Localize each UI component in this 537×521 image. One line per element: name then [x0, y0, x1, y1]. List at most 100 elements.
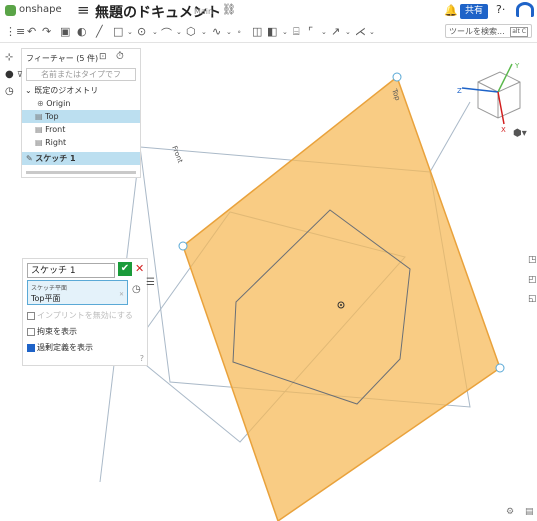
feature-item-label: スケッチ 1 — [35, 154, 76, 163]
view-cube[interactable]: Y Z X — [457, 62, 521, 134]
onshape-logo-icon[interactable] — [5, 5, 16, 16]
redo-icon[interactable]: ↷ — [42, 25, 52, 38]
clear-selection-icon[interactable]: ✕ — [118, 291, 124, 298]
new-sketch-icon[interactable]: ▣ — [60, 25, 71, 38]
shortcut-badge: alt C — [510, 27, 528, 37]
left-rail: ⊹ ● ◷ — [0, 42, 20, 122]
view-panel-icon[interactable]: ▤ — [525, 507, 534, 517]
chevron-down-icon[interactable]: ⌄ — [152, 28, 158, 36]
assembly-icon[interactable]: ◰ — [528, 275, 537, 285]
disable-imprint-checkbox[interactable]: インプリントを無効にする — [27, 310, 133, 321]
construction-tool-icon[interactable]: ◫ — [252, 25, 263, 38]
plane-handle — [495, 363, 505, 373]
option-label: 過剰定義を表示 — [37, 343, 93, 352]
settings-icon[interactable]: ⚙ — [506, 507, 515, 517]
plane-icon: ▤ — [35, 112, 43, 121]
trim-tool-icon[interactable]: ↗ — [331, 25, 341, 38]
feature-item-label: Top — [45, 112, 59, 121]
sketch-plane-field[interactable]: スケッチ平面 Top平面 ✕ — [27, 280, 128, 305]
checkbox-icon[interactable] — [27, 327, 35, 336]
accept-checkmark-icon[interactable]: ✔ — [118, 262, 132, 276]
polygon-tool-icon[interactable]: ⬡ — [186, 25, 196, 38]
origin-icon: ⊕ — [37, 99, 44, 108]
spline-tool-icon[interactable]: ∿ — [212, 25, 222, 38]
cancel-close-icon[interactable]: ✕ — [135, 262, 145, 275]
offset-tool-icon[interactable]: ◧ — [267, 25, 278, 38]
chevron-down-icon[interactable]: ⌄ — [127, 28, 133, 36]
hamburger-menu-icon[interactable]: ≡ — [77, 1, 90, 19]
option-label: 拘束を表示 — [37, 327, 77, 336]
feature-list-toggle-icon[interactable]: ⋮≡ — [5, 25, 26, 38]
brand-name[interactable]: onshape — [19, 4, 62, 15]
use-icon[interactable]: ◐ — [77, 25, 87, 38]
chevron-down-icon[interactable]: ⌄ — [282, 28, 288, 36]
plane-icon: ▤ — [35, 138, 43, 147]
show-constraints-checkbox[interactable]: 拘束を表示 — [27, 326, 77, 337]
axis-z-label: Z — [457, 87, 462, 95]
arc-tool-icon[interactable]: ⌒ — [161, 27, 172, 40]
sketch-tools-icon[interactable]: ◳ — [528, 255, 537, 265]
link-icon[interactable]: ⛓ — [222, 3, 236, 16]
axis-y-label: Y — [514, 62, 520, 70]
top-plane — [182, 75, 501, 521]
point-tool-icon[interactable]: ∘ — [237, 28, 242, 36]
tool-search-placeholder: ツールを検索... — [449, 27, 505, 36]
feature-item-label: Front — [45, 125, 66, 134]
rectangle-tool-icon[interactable]: □ — [113, 25, 124, 38]
rollback-icon[interactable]: ⊡ — [99, 52, 107, 62]
feature-item-front[interactable]: ▤ Front — [22, 123, 140, 136]
chevron-down-icon[interactable]: ⌄ — [226, 28, 232, 36]
timer-icon[interactable]: ⏱ — [116, 51, 124, 62]
fillet-tool-icon[interactable]: ⌜ — [308, 25, 314, 38]
user-avatar-icon[interactable] — [516, 2, 534, 17]
checkbox-icon[interactable] — [27, 311, 35, 320]
feature-item-origin[interactable]: ⊕ Origin — [22, 97, 140, 110]
chevron-down-icon[interactable]: ⌄ — [345, 28, 351, 36]
document-title[interactable]: 無題のドキュメント — [95, 5, 221, 21]
circle-tool-icon[interactable]: ⊙ — [137, 25, 147, 38]
feature-item-sketch[interactable]: ✎ スケッチ 1 — [22, 152, 140, 165]
feature-search-input[interactable]: ⊽ 名前またはタイプでフ — [17, 68, 136, 81]
undo-icon[interactable]: ↶ — [27, 25, 37, 38]
rollback-bar[interactable] — [26, 171, 136, 174]
origin-point-icon — [337, 301, 345, 309]
tool-search-input[interactable]: ツールを検索... alt C — [445, 24, 532, 38]
chevron-down-icon[interactable]: ⌄ — [25, 86, 32, 95]
axis-x-label: X — [501, 126, 506, 134]
plane-handle — [178, 241, 188, 251]
show-overdefined-checkbox[interactable]: 過剰定義を表示 — [27, 342, 93, 353]
chevron-down-icon[interactable]: ⌄ — [369, 28, 375, 36]
sketch-plane-toggle-icon[interactable]: ◷ — [132, 284, 141, 295]
sketch-plane-value: Top平面 — [31, 294, 61, 303]
feature-item-label: Origin — [46, 99, 71, 108]
dimension-tool-icon[interactable]: ⋌ — [355, 25, 366, 38]
plane-handle — [392, 72, 402, 82]
history-icon[interactable]: ◷ — [5, 86, 14, 97]
help-icon[interactable]: ?· — [496, 3, 506, 16]
parts-icon[interactable]: ◱ — [528, 294, 537, 304]
sketch-toolbar: ⋮≡ ↶ ↷ ▣ ◐ ╱ □ ⌄ ⊙ ⌄ ⌒ ⌄ ⬡ ⌄ ∿ ⌄ ∘ ◫ ◧ ⌄… — [0, 22, 537, 43]
feature-search-placeholder: 名前またはタイプでフ — [41, 70, 121, 79]
help-circle-icon[interactable]: ? — [139, 354, 144, 363]
option-label: インプリントを無効にする — [37, 311, 133, 320]
chevron-down-icon[interactable]: ⌄ — [176, 28, 182, 36]
bell-icon[interactable]: 🔔 — [444, 4, 458, 17]
checkbox-icon[interactable] — [27, 343, 35, 352]
feature-item-right[interactable]: ▤ Right — [22, 136, 140, 149]
display-mode-icon: ⬢▾ — [513, 128, 527, 139]
feature-list-header: フィーチャー (5 件) — [26, 54, 99, 63]
comment-icon[interactable]: ● — [5, 69, 14, 80]
origin-point-dot — [340, 304, 342, 306]
branch-label[interactable]: Main — [194, 7, 214, 16]
filter-icon[interactable]: ⊽ — [17, 70, 23, 79]
feature-item-top[interactable]: ▤ Top — [22, 110, 140, 123]
mirror-tool-icon[interactable]: ⌸ — [293, 25, 300, 38]
chevron-down-icon[interactable]: ⌄ — [321, 28, 327, 36]
default-geometry-group[interactable]: ⌄ 既定のジオメトリ — [22, 84, 140, 97]
add-feature-icon[interactable]: ⊹ — [5, 52, 14, 63]
dialog-collapse-icon[interactable]: ☰ — [146, 277, 155, 288]
sketch-name-field[interactable]: スケッチ 1 — [27, 263, 115, 278]
share-button[interactable]: 共有 — [460, 4, 488, 19]
line-tool-icon[interactable]: ╱ — [96, 25, 103, 38]
chevron-down-icon[interactable]: ⌄ — [201, 28, 207, 36]
